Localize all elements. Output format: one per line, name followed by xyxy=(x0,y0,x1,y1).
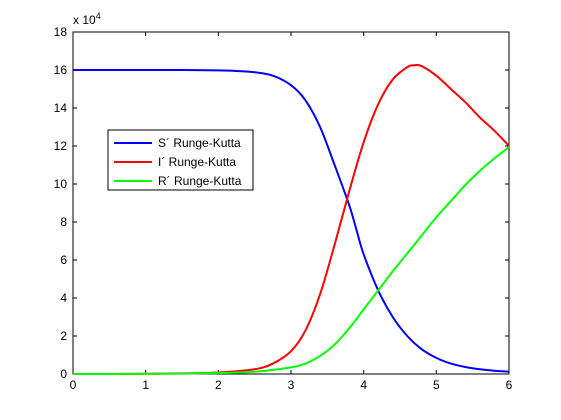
y-axis-multiplier: x 104 xyxy=(73,11,101,27)
legend-label-s: S´ Runge-Kutta xyxy=(158,136,241,150)
y-tick-label: 6 xyxy=(60,253,67,267)
y-tick-label: 18 xyxy=(54,25,68,39)
y-multiplier-base: x 10 xyxy=(73,13,96,27)
y-tick-label: 16 xyxy=(54,63,68,77)
x-tick-label: 6 xyxy=(506,378,513,392)
y-tick-label: 4 xyxy=(60,291,67,305)
legend-label-r: R´ Runge-Kutta xyxy=(158,174,242,188)
y-tick-label: 12 xyxy=(54,139,68,153)
series-lines xyxy=(72,64,510,376)
axes-box xyxy=(72,31,510,375)
series-line-s xyxy=(73,68,510,373)
y-tick-label: 2 xyxy=(60,329,67,343)
y-tick-label: 8 xyxy=(60,215,67,229)
legend-label-i: I´ Runge-Kutta xyxy=(158,155,236,169)
x-tick-label: 1 xyxy=(142,378,149,392)
y-multiplier-exponent: 4 xyxy=(96,11,101,21)
series-line-r xyxy=(72,146,510,376)
x-tick-label: 2 xyxy=(215,378,222,392)
x-tick-label: 4 xyxy=(360,378,367,392)
y-tick-label: 14 xyxy=(54,101,68,115)
x-tick-label: 3 xyxy=(288,378,295,392)
y-tick-label: 10 xyxy=(54,177,68,191)
x-tick-label: 5 xyxy=(433,378,440,392)
legend: S´ Runge-Kutta I´ Runge-Kutta R´ Runge-Kut… xyxy=(107,129,254,191)
x-tick-label: 0 xyxy=(70,378,77,392)
y-tick-label: 0 xyxy=(60,367,67,381)
